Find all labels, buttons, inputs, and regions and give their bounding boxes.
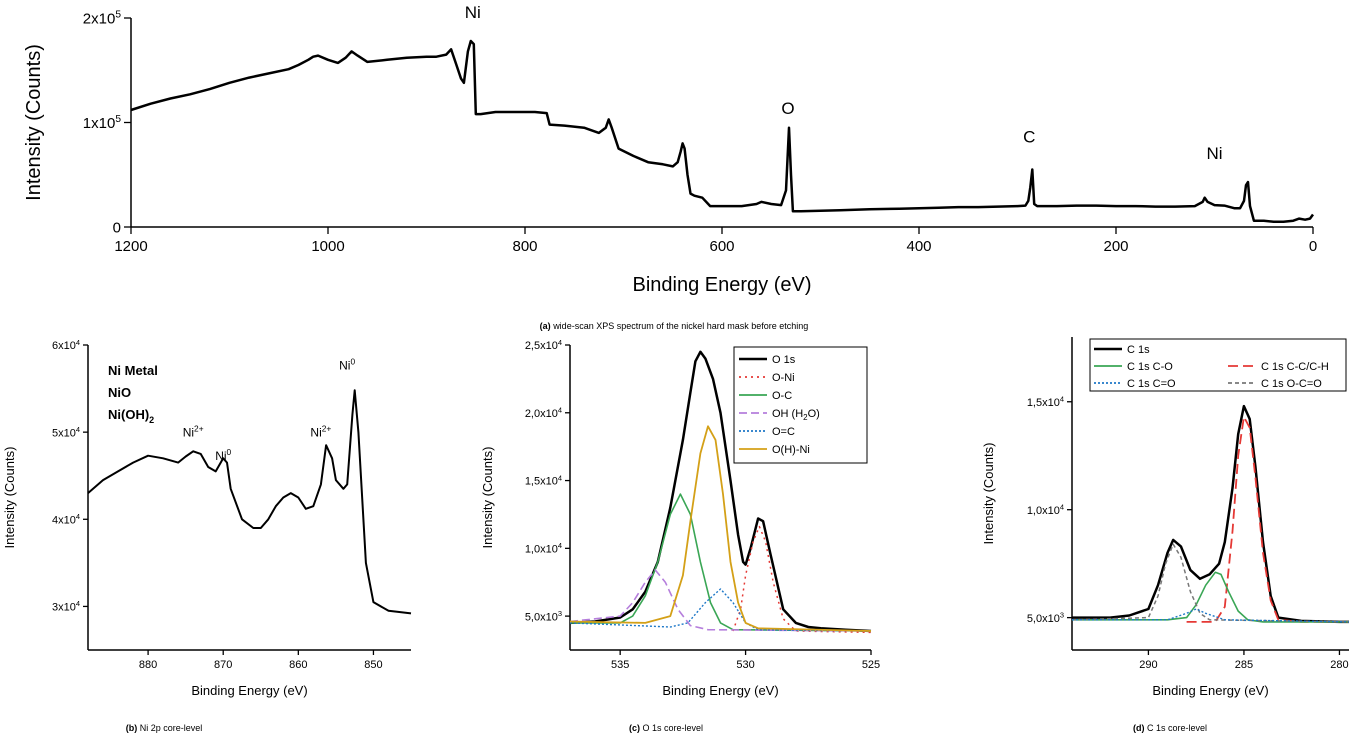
y-axis-label: Intensity (Counts) [23, 44, 45, 201]
x-tick-label: 530 [736, 659, 754, 671]
y-tick-label: 2,5x104 [525, 338, 562, 352]
series-line-0 [1072, 404, 1349, 624]
x-tick-label: 535 [611, 659, 629, 671]
x-tick-label: 800 [512, 238, 537, 255]
legend-label: O-C [772, 390, 792, 402]
peak-annotation: Ni [465, 3, 481, 22]
peak-annotation: Ni2+ [183, 424, 204, 440]
species-label: NiO [108, 385, 131, 400]
y-tick-label: 1,5x104 [525, 473, 562, 487]
series-line-3 [1071, 543, 1349, 623]
series-line-3 [569, 569, 872, 632]
legend-label: O(H)-Ni [772, 444, 810, 456]
y-axis-label: Intensity (Counts) [2, 447, 17, 549]
caption-c: (c) O 1s core-level [629, 723, 703, 733]
caption-b: (b) Ni 2p core-level [126, 723, 203, 733]
panel-d-c-1s: 290 285 280 5,0x103 1,0x104 1,5x104 Binding En… [981, 337, 1349, 698]
legend-box [733, 346, 868, 464]
x-tick-label: 280 [1330, 659, 1348, 671]
series-line-4 [569, 588, 872, 632]
y-tick-label: 0 [113, 220, 121, 237]
x-tick-label: 285 [1235, 659, 1253, 671]
series-line-4 [1072, 608, 1349, 623]
legend-label: OH (H2O) [772, 408, 820, 422]
x-axis-label: Binding Energy (eV) [662, 683, 778, 698]
series-line-2 [570, 493, 872, 632]
panel-a-wide-scan: 1200 1000 800 600 400 200 0 0 1x105 2x105 Binding … [23, 3, 1317, 296]
x-tick-label: 290 [1139, 659, 1157, 671]
peak-annotation: Ni2+ [310, 424, 331, 440]
y-axis-label: Intensity (Counts) [480, 447, 495, 549]
x-tick-label: 850 [364, 659, 382, 671]
y-tick-label: 5,0x103 [525, 609, 562, 623]
x-tick-label: 525 [862, 659, 880, 671]
y-tick-label: 1,0x104 [525, 541, 562, 555]
y-tick-label: 5,0x103 [1027, 610, 1064, 624]
y-tick-label: 6x104 [52, 338, 80, 352]
x-tick-label: 0 [1309, 238, 1317, 255]
x-tick-label: 400 [906, 238, 931, 255]
legend-label: O-Ni [772, 372, 795, 384]
species-label: Ni(OH)2 [108, 407, 154, 425]
caption-a: (a) wide-scan XPS spectrum of the nickel… [540, 321, 809, 331]
x-tick-label: 1200 [114, 238, 147, 255]
y-tick-label: 4x104 [52, 512, 80, 526]
legend-label: C 1s C-C/C-H [1261, 361, 1329, 373]
x-tick-label: 860 [289, 659, 307, 671]
y-tick-label: 1x105 [83, 114, 122, 132]
peak-annotation: Ni0 [339, 357, 355, 373]
series-line-1 [1186, 416, 1349, 623]
peak-annotation: Ni [1206, 144, 1222, 163]
y-tick-label: 1,0x104 [1027, 502, 1064, 516]
y-tick-label: 2x105 [83, 10, 122, 28]
x-axis-label: Binding Energy (eV) [1152, 683, 1268, 698]
y-tick-label: 1,5x104 [1027, 395, 1064, 409]
x-tick-label: 1000 [311, 238, 344, 255]
caption-d: (d) C 1s core-level [1133, 723, 1207, 733]
series-line-1 [732, 525, 872, 634]
series-line-0 [87, 389, 412, 615]
legend-label: C 1s O-C=O [1261, 378, 1322, 390]
y-tick-label: 2,0x104 [525, 406, 562, 420]
x-axis-label: Binding Energy (eV) [191, 683, 307, 698]
series-line-0 [130, 39, 1315, 224]
legend-label: C 1s C-O [1127, 361, 1173, 373]
peak-annotation: Ni0 [215, 447, 231, 463]
peak-annotation: C [1023, 127, 1035, 146]
panel-b-ni-2p: 880 870 860 850 3x104 4x104 5x104 6x104 Binding … [2, 338, 412, 698]
species-label: Ni Metal [108, 363, 158, 378]
legend-box [1089, 338, 1347, 392]
legend-label: C 1s C=O [1127, 378, 1176, 390]
panel-c-o-1s: 535 530 525 5,0x103 1,0x104 1,5x104 2,0x104 2,5… [480, 338, 880, 698]
x-tick-label: 200 [1103, 238, 1128, 255]
x-tick-label: 600 [709, 238, 734, 255]
x-tick-label: 870 [214, 659, 232, 671]
legend-label: O 1s [772, 354, 796, 366]
peak-annotation: O [781, 99, 794, 118]
y-axis-label: Intensity (Counts) [981, 443, 996, 545]
y-tick-label: 5x104 [52, 425, 80, 439]
x-axis-label: Binding Energy (eV) [633, 274, 812, 296]
series-line-5 [569, 425, 872, 632]
y-tick-label: 3x104 [52, 599, 80, 613]
legend-label: C 1s [1127, 344, 1150, 356]
legend-label: O=C [772, 426, 795, 438]
x-tick-label: 880 [139, 659, 157, 671]
